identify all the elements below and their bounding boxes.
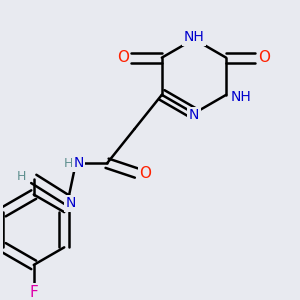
Text: O: O bbox=[117, 50, 129, 65]
Text: NH: NH bbox=[231, 90, 252, 104]
Text: H: H bbox=[64, 157, 73, 170]
Text: F: F bbox=[29, 285, 38, 300]
Text: NH: NH bbox=[184, 30, 204, 44]
Text: N: N bbox=[74, 156, 84, 170]
Text: N: N bbox=[189, 108, 199, 122]
Text: O: O bbox=[139, 166, 151, 181]
Text: O: O bbox=[258, 50, 270, 65]
Text: N: N bbox=[66, 196, 76, 210]
Text: H: H bbox=[16, 170, 26, 183]
